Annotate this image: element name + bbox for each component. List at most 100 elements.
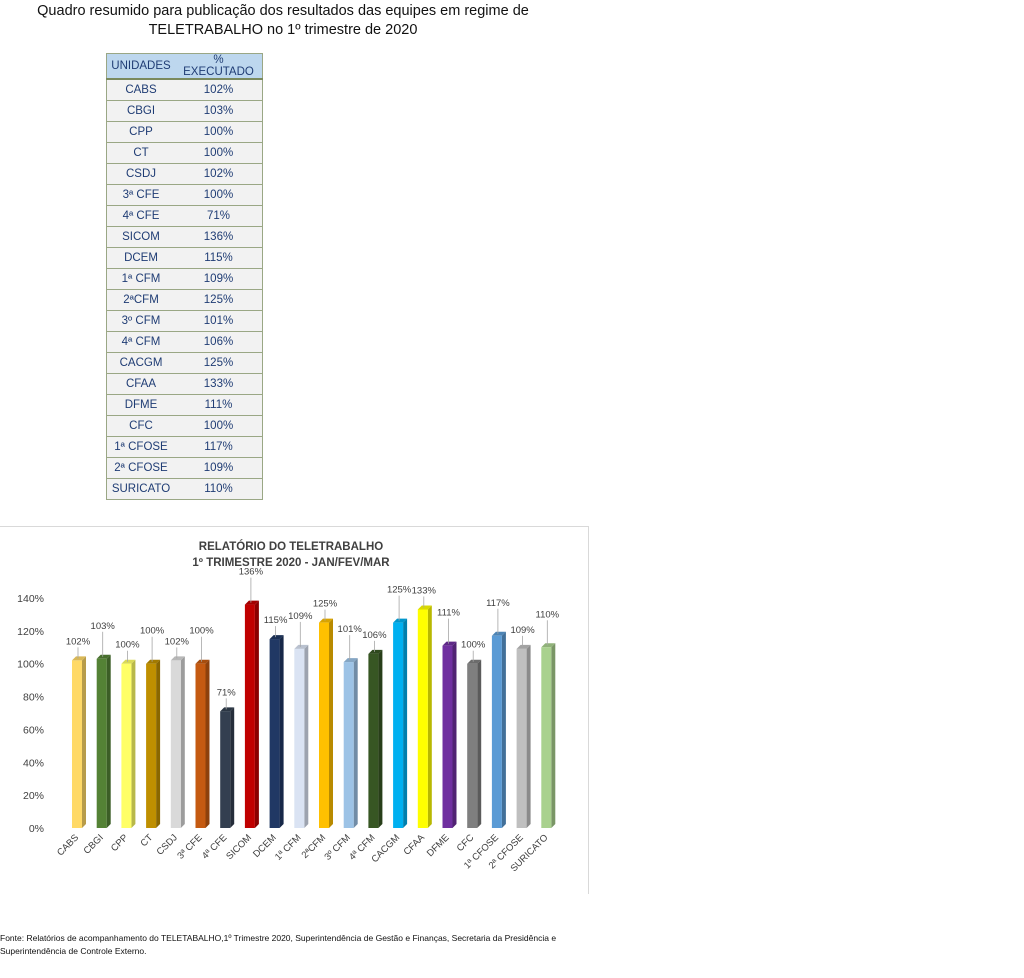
bar-side	[304, 644, 309, 828]
data-label: 100%	[189, 626, 214, 637]
table-cell-pct: 100%	[175, 121, 263, 143]
table-cell-unit: 2ªCFM	[106, 289, 175, 311]
table-cell-pct: 102%	[175, 163, 263, 185]
table-row: CPP 100%	[106, 121, 263, 143]
table-cell-pct: 111%	[175, 394, 263, 416]
table-row: DCEM 115%	[106, 247, 263, 269]
x-tick-label: CFAA	[402, 832, 428, 858]
x-tick-label: 4ª CFE	[200, 832, 229, 861]
data-label: 125%	[387, 585, 412, 596]
bar-side	[106, 654, 111, 828]
y-tick-label: 20%	[23, 790, 44, 802]
table-cell-pct: 103%	[175, 100, 263, 122]
table-cell-unit: CFAA	[106, 373, 175, 395]
bar-top	[319, 618, 333, 623]
y-tick-label: 100%	[17, 659, 44, 671]
data-label: 106%	[362, 630, 387, 641]
bar	[343, 662, 354, 828]
bar-top	[269, 635, 284, 640]
table-header-row: UNIDADES % EXECUTADO	[106, 53, 263, 80]
bar	[368, 653, 379, 828]
table-cell-pct: 101%	[175, 310, 263, 332]
table-cell-unit: 1ª CFOSE	[106, 436, 175, 458]
table-cell-unit: 3ª CFE	[106, 184, 175, 206]
x-tick-label: CT	[138, 832, 155, 849]
table-cell-pct: 110%	[175, 478, 263, 500]
table-cell-pct: 100%	[175, 184, 263, 206]
bar-top	[72, 656, 86, 661]
y-tick-label: 80%	[23, 692, 44, 704]
y-tick-label: 140%	[17, 593, 44, 605]
bar-top	[417, 605, 432, 610]
data-label: 101%	[338, 624, 363, 635]
bar	[195, 663, 206, 828]
data-label: 102%	[165, 636, 190, 647]
data-label: 71%	[217, 687, 237, 698]
x-tick-label: SICOM	[224, 832, 254, 862]
bar	[244, 604, 255, 828]
table-cell-unit: CPP	[106, 121, 175, 143]
table-cell-pct: 133%	[175, 373, 263, 395]
table-cell-unit: CSDJ	[106, 163, 175, 185]
table-row: DFME 111%	[106, 394, 263, 416]
bar	[269, 639, 280, 828]
bar-top	[343, 658, 358, 663]
page-title: Quadro resumido para publicação dos resu…	[0, 2, 566, 40]
page-title-line1: Quadro resumido para publicação dos resu…	[37, 3, 529, 19]
bar-side	[501, 631, 506, 828]
table-row: CFAA 133%	[106, 373, 263, 395]
data-label: 110%	[536, 609, 560, 620]
bar-top	[442, 641, 457, 646]
x-tick-label: DFME	[425, 832, 452, 859]
bar-top	[541, 643, 556, 648]
bar-top	[368, 649, 383, 654]
bar-side	[353, 658, 358, 828]
table-cell-unit: CACGM	[106, 352, 175, 374]
table-cell-pct: 109%	[175, 268, 263, 290]
table-cell-pct: 136%	[175, 226, 263, 248]
table-cell-pct: 115%	[175, 247, 263, 269]
table-row: 4ª CFM 106%	[106, 331, 263, 353]
bar-side	[205, 659, 210, 828]
table-cell-pct: 109%	[175, 457, 263, 479]
data-label: 133%	[412, 586, 437, 597]
table-cell-unit: CABS	[106, 78, 175, 101]
table-cell-pct: 100%	[175, 415, 263, 437]
x-tick-label: CABS	[55, 832, 81, 858]
chart-container: RELATÓRIO DO TELETRABALHO 1º TRIMESTRE 20…	[0, 526, 589, 894]
bar	[393, 622, 404, 828]
table-cell-unit: DFME	[106, 394, 175, 416]
bar	[516, 648, 527, 828]
table-row: 3ª CFE 100%	[106, 184, 263, 206]
bar-side	[427, 605, 432, 828]
x-tick-label: 3º CFM	[322, 832, 352, 862]
table-row: 1ª CFM 109%	[106, 268, 263, 290]
table-cell-pct: 100%	[175, 142, 263, 164]
bar-top	[96, 654, 111, 659]
bar	[541, 647, 552, 828]
bar-side	[254, 600, 259, 828]
bar-side	[378, 649, 383, 828]
bar	[417, 609, 428, 828]
bar	[170, 660, 181, 828]
table-row: 2ª CFOSE 109%	[106, 457, 263, 479]
data-label: 109%	[288, 611, 313, 622]
chart-title: RELATÓRIO DO TELETRABALHO	[199, 540, 383, 553]
summary-table: UNIDADES % EXECUTADO CABS 102% CBGI 103% CPP…	[106, 53, 263, 500]
bar	[96, 658, 107, 828]
bar-top	[170, 656, 185, 661]
data-label: 136%	[239, 567, 264, 578]
table-cell-pct: 117%	[175, 436, 263, 458]
table-row: SICOM 136%	[106, 226, 263, 248]
y-tick-label: 120%	[17, 626, 44, 638]
chart-subtitle: 1º TRIMESTRE 2020 - JAN/FEV/MAR	[192, 557, 390, 569]
table-row: CFC 100%	[106, 415, 263, 437]
x-tick-label: CFC	[455, 832, 477, 854]
table-cell-unit: 4ª CFM	[106, 331, 175, 353]
x-tick-label: CBGI	[82, 832, 106, 856]
data-label: 125%	[313, 599, 338, 610]
table-cell-unit: 2ª CFOSE	[106, 457, 175, 479]
data-label: 100%	[115, 640, 140, 651]
bar-side	[230, 707, 235, 828]
bar	[121, 663, 132, 828]
